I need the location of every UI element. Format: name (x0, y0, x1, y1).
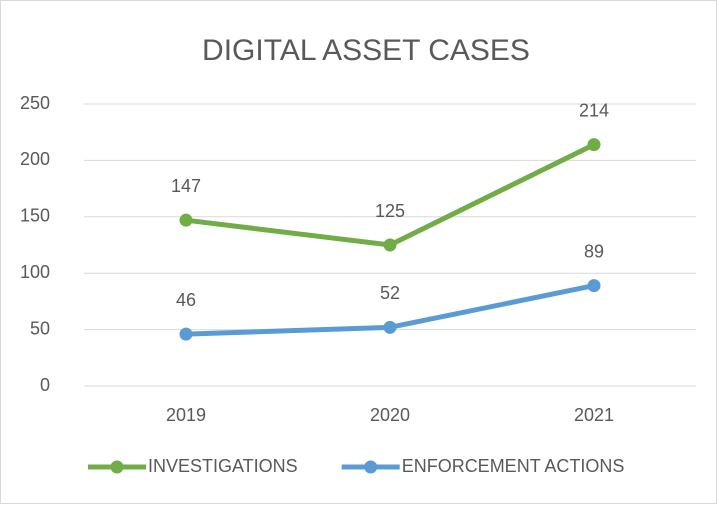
data-label: 52 (380, 283, 400, 303)
legend-marker (364, 460, 378, 474)
marker (383, 238, 397, 252)
y-tick-label: 150 (20, 206, 50, 226)
legend-label: INVESTIGATIONS (148, 456, 298, 476)
marker (179, 213, 193, 227)
y-tick-label: 50 (30, 318, 50, 338)
data-label: 125 (375, 201, 405, 221)
y-tick-label: 0 (40, 375, 50, 395)
chart-title: DIGITAL ASSET CASES (202, 34, 530, 67)
legend-marker (110, 460, 124, 474)
data-label: 46 (176, 290, 196, 310)
x-tick-label: 2021 (574, 405, 614, 425)
data-label: 147 (171, 176, 201, 196)
data-label: 89 (584, 241, 604, 261)
x-tick-label: 2020 (370, 405, 410, 425)
marker (383, 320, 397, 334)
marker (179, 327, 193, 341)
y-tick-label: 100 (20, 262, 50, 282)
y-tick-label: 200 (20, 149, 50, 169)
legend-label: ENFORCEMENT ACTIONS (402, 456, 625, 476)
data-label: 214 (579, 100, 609, 120)
marker (587, 138, 601, 152)
x-tick-label: 2019 (166, 405, 206, 425)
y-tick-label: 250 (20, 93, 50, 113)
marker (587, 279, 601, 293)
